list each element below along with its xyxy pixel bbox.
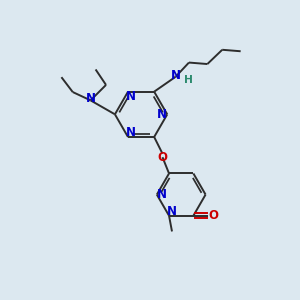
Text: N: N	[85, 92, 96, 105]
Text: N: N	[167, 205, 177, 218]
Text: N: N	[157, 108, 166, 121]
Text: N: N	[126, 90, 136, 103]
Text: O: O	[158, 151, 167, 164]
Text: O: O	[208, 209, 218, 222]
Text: N: N	[126, 125, 136, 139]
Text: H: H	[184, 75, 194, 85]
Text: N: N	[157, 188, 167, 201]
Text: N: N	[171, 68, 181, 82]
